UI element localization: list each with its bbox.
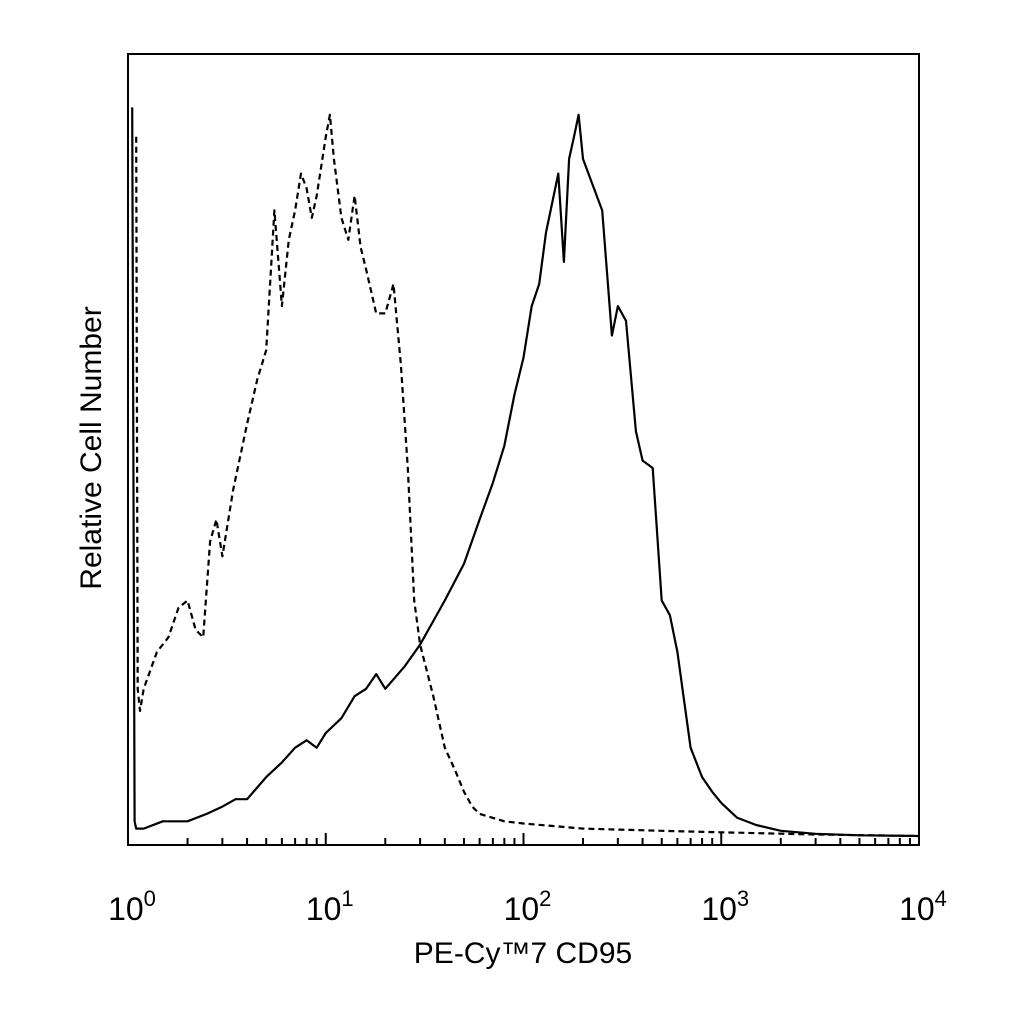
x-tick-label: 100 <box>108 886 156 927</box>
x-tick-label: 104 <box>899 886 947 927</box>
x-tick-label: 103 <box>701 886 749 927</box>
x-axis-tick-labels: 100 101 102 103 104 <box>108 886 947 927</box>
x-axis-label: PE-Cy™7 CD95 <box>414 937 632 970</box>
x-tick-label: 101 <box>306 886 354 927</box>
x-tick-label: 102 <box>504 886 552 927</box>
solid-curve <box>131 107 920 838</box>
x-axis-ticks <box>127 833 920 846</box>
y-axis-label: Relative Cell Number <box>75 306 108 589</box>
plot-curves <box>131 107 920 838</box>
dashed-curve <box>135 113 920 838</box>
